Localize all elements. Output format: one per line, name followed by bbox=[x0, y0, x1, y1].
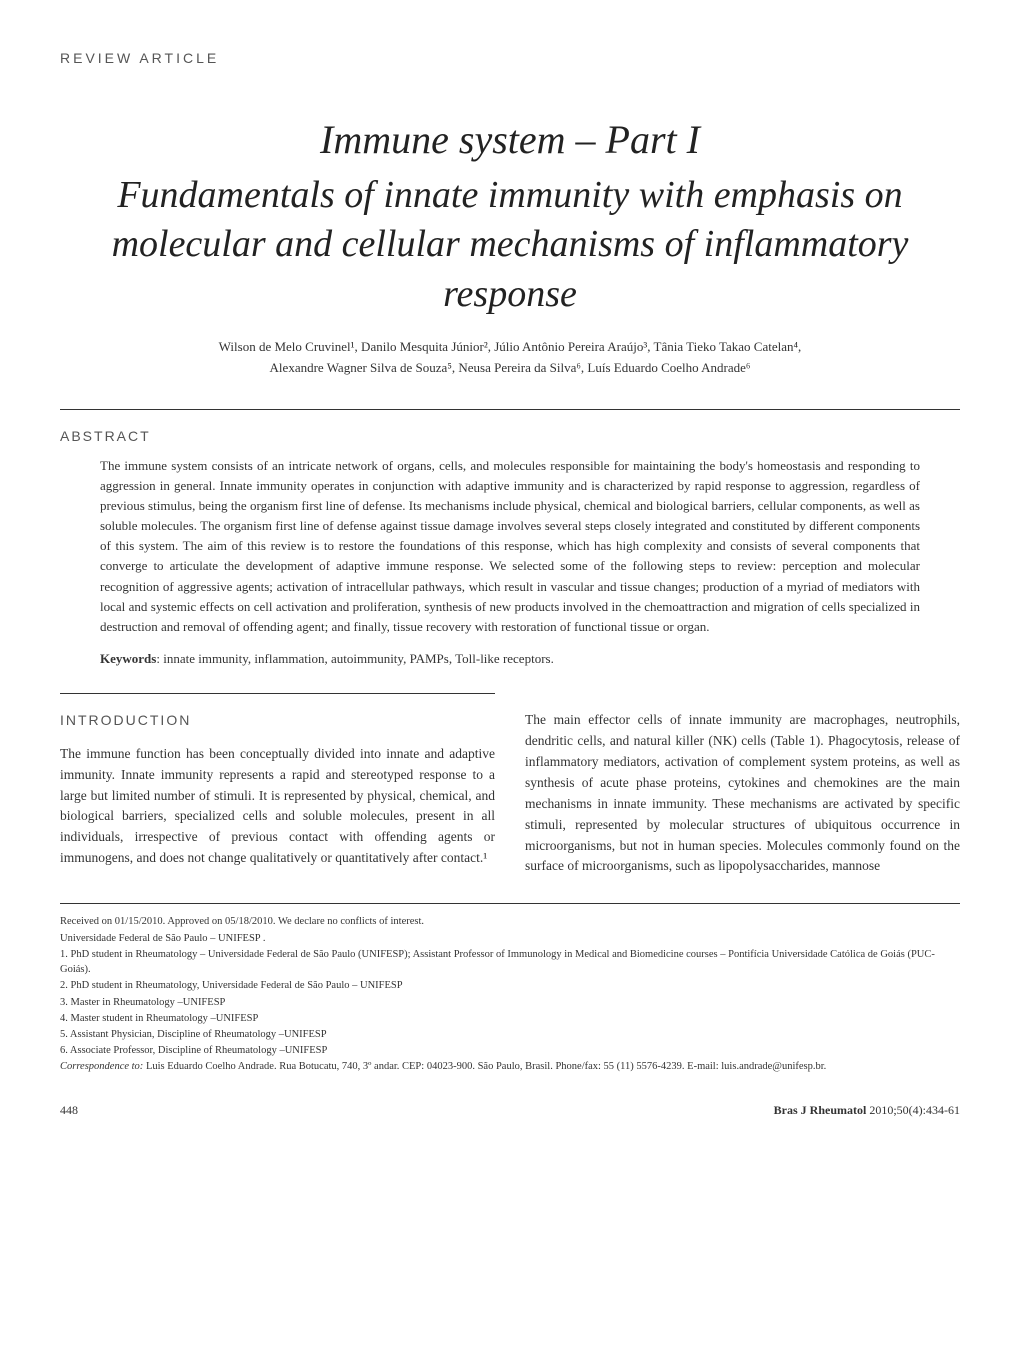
half-divider bbox=[60, 693, 495, 694]
keywords-label: Keywords bbox=[100, 651, 156, 666]
intro-col1-text: The immune function has been conceptuall… bbox=[60, 744, 495, 870]
abstract-body: The immune system consists of an intrica… bbox=[100, 456, 920, 637]
divider bbox=[60, 409, 960, 410]
body-columns: INTRODUCTION The immune function has bee… bbox=[60, 710, 960, 877]
journal-citation: Bras J Rheumatol 2010;50(4):434-61 bbox=[774, 1103, 960, 1118]
intro-col2-text: The main effector cells of innate immuni… bbox=[525, 710, 960, 877]
affiliation-2: 2. PhD student in Rheumatology, Universi… bbox=[60, 978, 960, 993]
author-line-2: Alexandre Wagner Silva de Souza⁵, Neusa … bbox=[60, 358, 960, 379]
author-line-1: Wilson de Melo Cruvinel¹, Danilo Mesquit… bbox=[60, 337, 960, 358]
column-right: The main effector cells of innate immuni… bbox=[525, 710, 960, 877]
correspondence: Correspondence to: Luis Eduardo Coelho A… bbox=[60, 1059, 960, 1074]
footnotes: Received on 01/15/2010. Approved on 05/1… bbox=[60, 914, 960, 1074]
journal-name: Bras J Rheumatol bbox=[774, 1103, 867, 1117]
abstract-heading: ABSTRACT bbox=[60, 428, 960, 444]
received-line: Received on 01/15/2010. Approved on 05/1… bbox=[60, 914, 960, 929]
correspondence-label: Correspondence to: bbox=[60, 1061, 146, 1072]
keywords-text: : innate immunity, inflammation, autoimm… bbox=[156, 651, 553, 666]
affiliation-4: 4. Master student in Rheumatology –UNIFE… bbox=[60, 1011, 960, 1026]
affiliation-main: Universidade Federal de São Paulo – UNIF… bbox=[60, 931, 960, 946]
page-footer: 448 Bras J Rheumatol 2010;50(4):434-61 bbox=[60, 1103, 960, 1118]
author-list: Wilson de Melo Cruvinel¹, Danilo Mesquit… bbox=[60, 337, 960, 379]
divider bbox=[60, 903, 960, 904]
journal-issue: 2010;50(4):434-61 bbox=[866, 1103, 960, 1117]
introduction-heading: INTRODUCTION bbox=[60, 710, 495, 732]
article-type-label: REVIEW ARTICLE bbox=[60, 50, 960, 66]
affiliation-1: 1. PhD student in Rheumatology – Univers… bbox=[60, 947, 960, 977]
keywords: Keywords: innate immunity, inflammation,… bbox=[100, 651, 920, 667]
page-number: 448 bbox=[60, 1103, 78, 1118]
affiliation-3: 3. Master in Rheumatology –UNIFESP bbox=[60, 995, 960, 1010]
article-title-main: Immune system – Part I bbox=[60, 116, 960, 163]
affiliation-5: 5. Assistant Physician, Discipline of Rh… bbox=[60, 1027, 960, 1042]
column-left: INTRODUCTION The immune function has bee… bbox=[60, 710, 495, 877]
correspondence-text: Luis Eduardo Coelho Andrade. Rua Botucat… bbox=[146, 1061, 826, 1072]
affiliation-6: 6. Associate Professor, Discipline of Rh… bbox=[60, 1043, 960, 1058]
article-title-sub: Fundamentals of innate immunity with emp… bbox=[60, 171, 960, 319]
